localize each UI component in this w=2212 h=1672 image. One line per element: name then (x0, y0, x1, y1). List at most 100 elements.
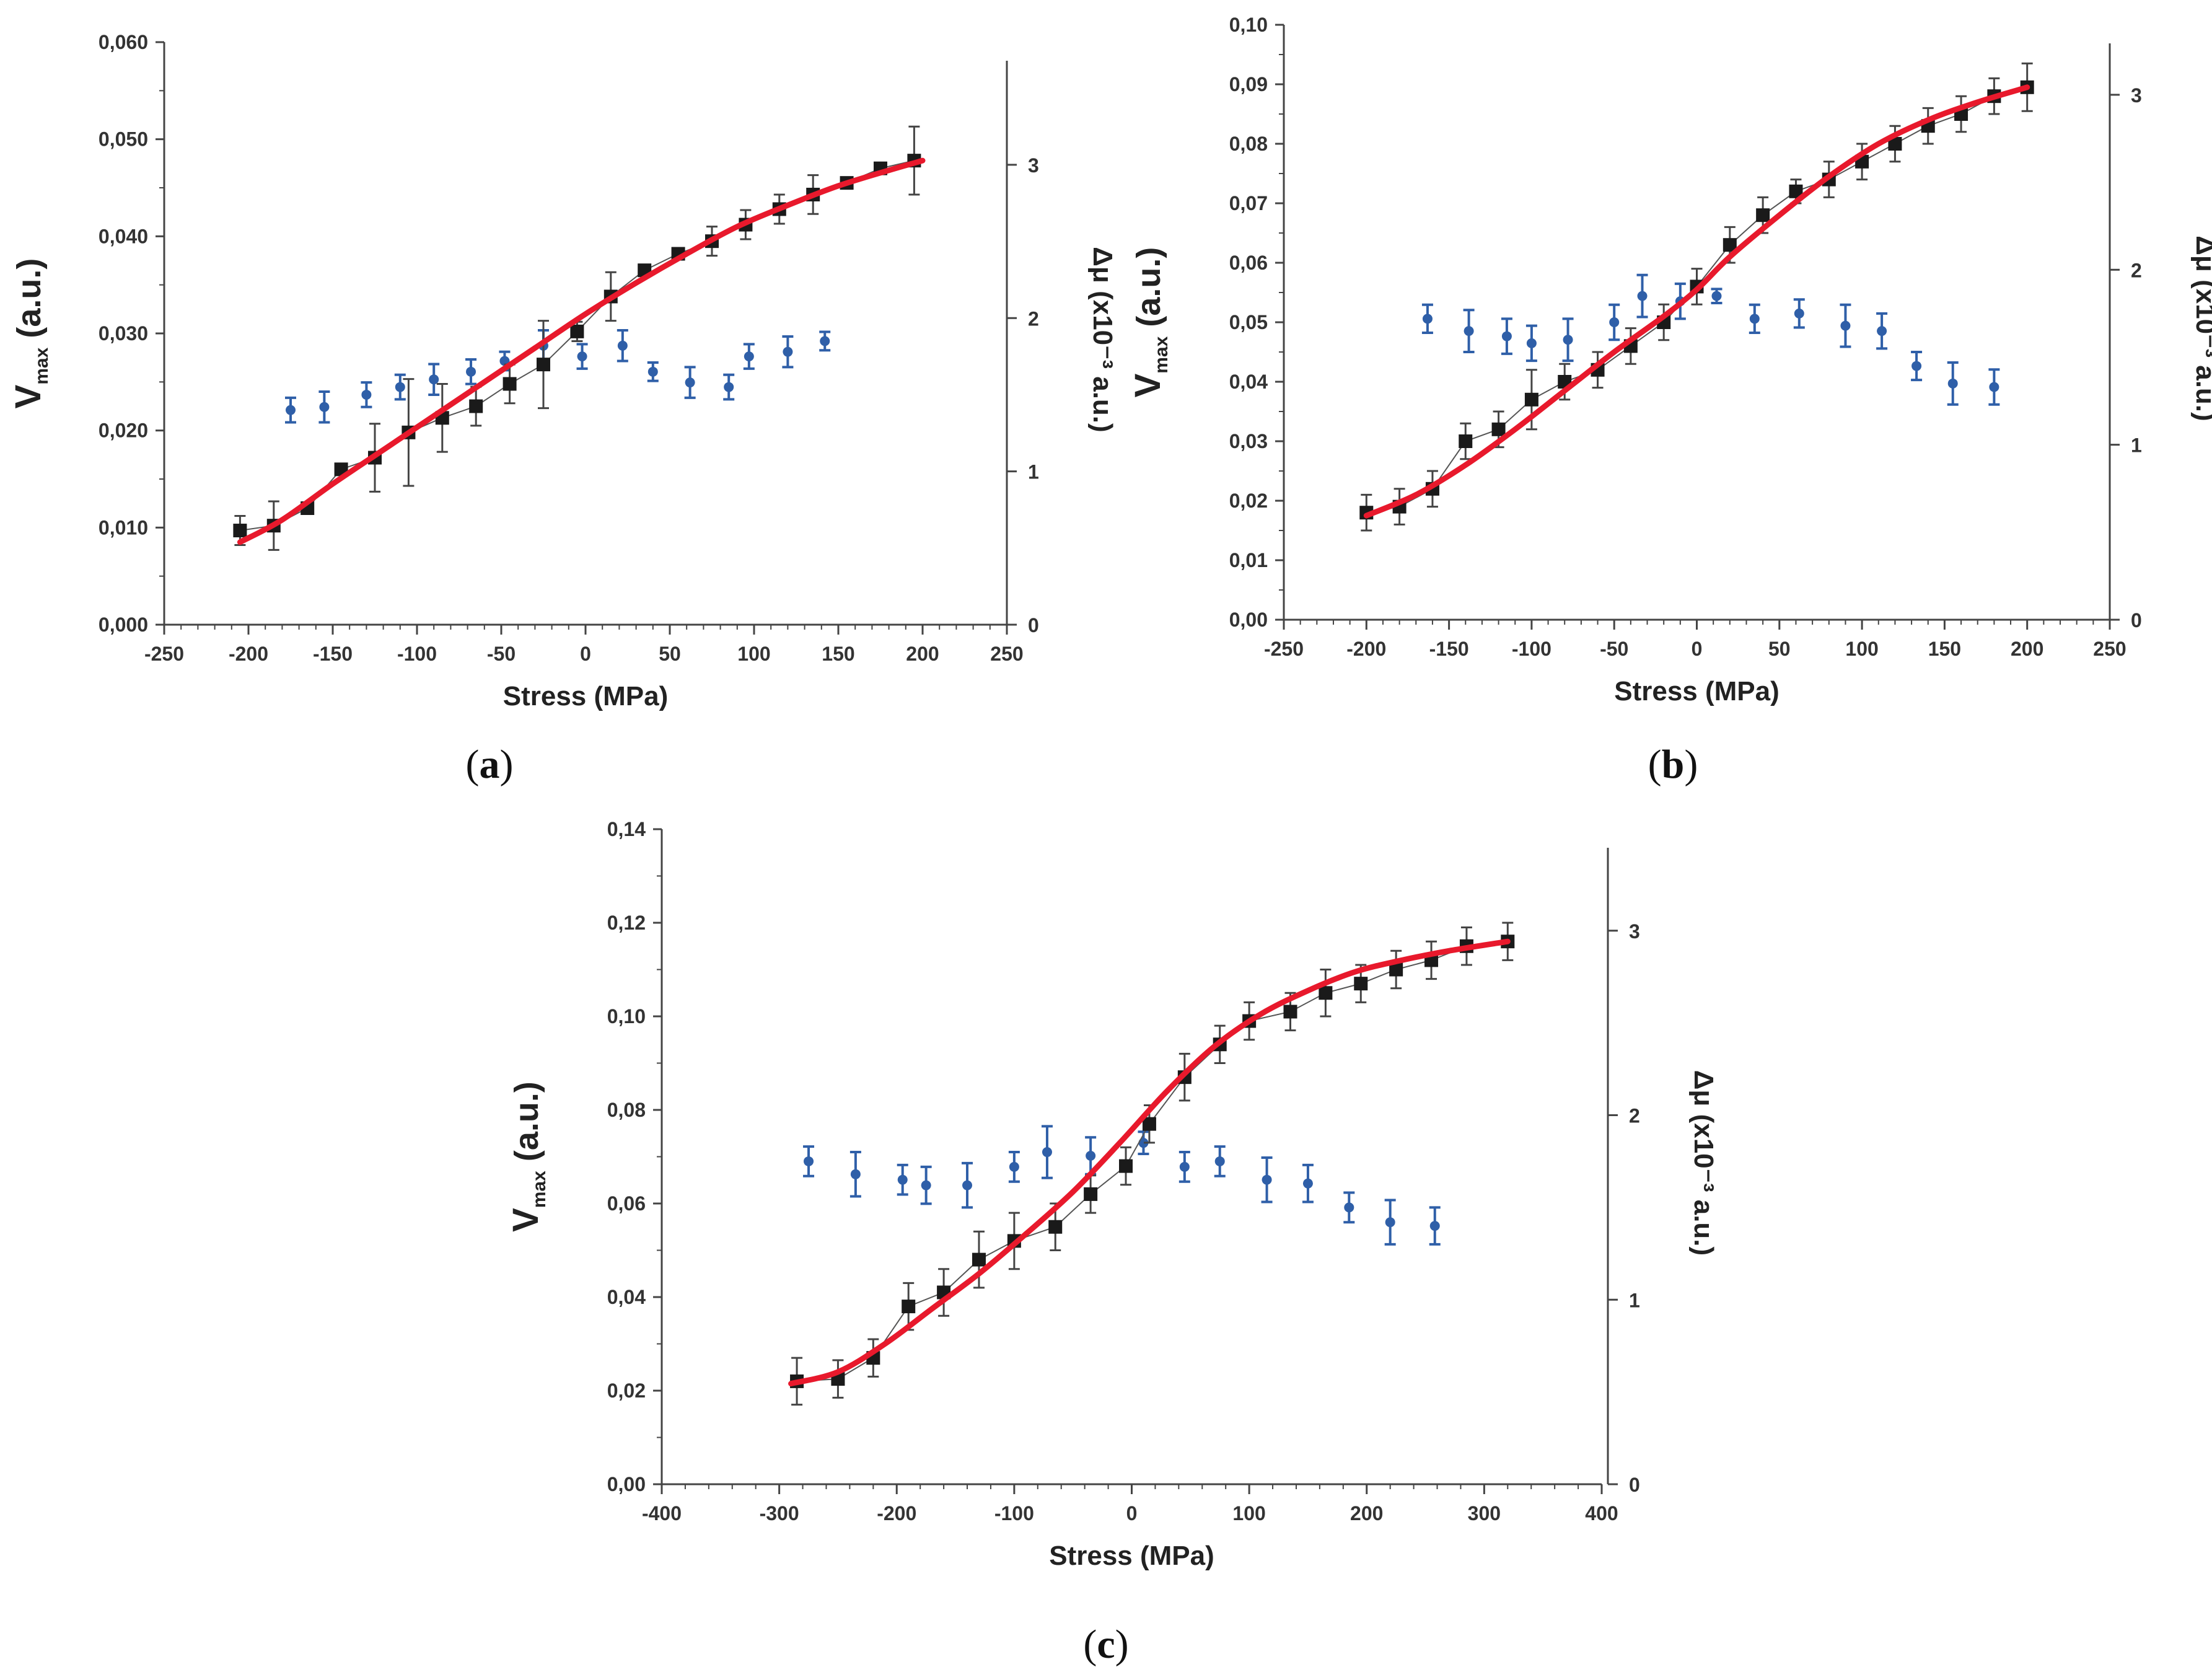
panel-label-open: ( (1083, 1622, 1097, 1667)
y-axis-label-main: V (1128, 373, 1168, 397)
x-tick-label: -150 (313, 643, 353, 665)
delta-point (1344, 1202, 1354, 1213)
panel-label-close: ) (1684, 742, 1698, 787)
panel-c: -400 -300 -200 -100 0 100 200 300 400 0,00 0,02 0,0… (506, 818, 1719, 1667)
vmax-point (1756, 208, 1770, 222)
delta-point (1749, 314, 1760, 324)
x-tick-label: 250 (2093, 638, 2126, 660)
vmax-point (1142, 1117, 1156, 1131)
y-axis-label: Vmax (a.u.) (8, 258, 52, 409)
panel-b: -250 -200 -150 -100 -50 0 50 100 150 200 250 0,00 0,… (1128, 14, 2212, 787)
x-tick-label: -50 (487, 643, 516, 665)
delta-point (1989, 382, 1999, 392)
y2-tick-label: 1 (2131, 434, 2142, 457)
y2-tick-label: 2 (2131, 259, 2142, 281)
x-tick-label: 50 (1768, 638, 1791, 660)
vmax-point (1723, 238, 1737, 252)
y-tick-label: 0,040 (99, 225, 148, 247)
delta-point (1179, 1161, 1190, 1172)
x-tick-label: 300 (1468, 1502, 1501, 1525)
vmax-connect-line (797, 941, 1508, 1382)
x-tick-label: -400 (642, 1502, 682, 1525)
y2-tick-label: 3 (2131, 84, 2142, 107)
y-tick-label: 0,00 (607, 1473, 646, 1495)
delta-point (1422, 314, 1433, 324)
y-tick-label: 0,14 (607, 818, 646, 840)
y-tick-label: 0,10 (607, 1005, 646, 1027)
y-tick-label: 0,00 (1229, 609, 1268, 631)
delta-point (577, 351, 587, 362)
panel-label-letter: b (1662, 742, 1685, 787)
vmax-point (233, 524, 247, 538)
y-tick-label: 0,020 (99, 420, 148, 442)
vmax-point (1789, 184, 1803, 198)
y2-tick-label: 1 (1028, 461, 1039, 483)
y2-axis-label: Δμ (x10⁻³ a.u.) (1688, 1070, 1719, 1256)
x-tick-label: -150 (1429, 638, 1469, 660)
panel-label-open: ( (466, 742, 480, 787)
panel-label-close: ) (1115, 1622, 1129, 1667)
delta-point (1794, 308, 1804, 319)
delta-point (724, 382, 734, 392)
x-tick-label: -100 (994, 1502, 1034, 1525)
delta-point (897, 1174, 908, 1185)
delta-point (962, 1180, 973, 1190)
x-axis-label: Stress (MPa) (1614, 676, 1780, 706)
vmax-point (537, 358, 550, 372)
panel-label-close: ) (500, 742, 514, 787)
y-tick-label: 0,06 (607, 1192, 646, 1215)
x-tick-label: 0 (1126, 1502, 1138, 1525)
y2-axis-label: Δμ (x10⁻³ a.u.) (1087, 247, 1118, 432)
y-tick-label: 0,02 (607, 1379, 646, 1402)
x-tick-label: 150 (822, 643, 854, 665)
vmax-point (902, 1300, 916, 1314)
x-tick-label: 200 (1350, 1502, 1383, 1525)
x-tick-label: -100 (397, 643, 437, 665)
panel-label: (c) (1083, 1622, 1128, 1667)
delta-point (429, 374, 439, 385)
vmax-point (570, 324, 584, 338)
delta-point (319, 402, 330, 412)
delta-point (744, 351, 754, 362)
delta-point (1609, 317, 1620, 327)
delta-point (1840, 320, 1851, 331)
delta-point (1262, 1174, 1272, 1185)
y2-tick-label: 3 (1629, 920, 1640, 943)
panel-label: (a) (466, 742, 514, 787)
panel-label-letter: c (1097, 1622, 1115, 1667)
delta-point (1302, 1178, 1313, 1189)
delta-point (1711, 291, 1722, 301)
y2-tick-label: 3 (1028, 154, 1039, 177)
y-tick-label: 0,010 (99, 516, 148, 539)
y-tick-label: 0,06 (1229, 252, 1268, 274)
vmax-point (1389, 962, 1403, 977)
y-axis-label-unit: (a.u.) (1130, 247, 1167, 337)
vmax-point (1888, 137, 1902, 151)
vmax-point (1354, 977, 1368, 991)
y-axis-label: Vmax (a.u.) (506, 1081, 550, 1232)
y-tick-label: 0,030 (99, 322, 148, 345)
delta-point (1526, 338, 1537, 348)
y2-tick-label: 0 (1028, 614, 1039, 636)
delta-point (783, 346, 793, 357)
y-tick-label: 0,050 (99, 128, 148, 151)
x-tick-label: 150 (1928, 638, 1961, 660)
delta-point (395, 382, 405, 392)
y-tick-label: 0,060 (99, 31, 148, 53)
vmax-point (1119, 1159, 1133, 1173)
delta-point (361, 389, 372, 400)
x-tick-label: 400 (1585, 1502, 1618, 1525)
delta-point (617, 340, 628, 351)
delta-point (286, 405, 296, 415)
x-tick-label: -200 (877, 1502, 916, 1525)
y2-tick-label: 0 (1629, 1474, 1640, 1496)
y2-tick-label: 2 (1629, 1105, 1640, 1127)
y2-tick-label: 2 (1028, 307, 1039, 330)
x-axis-label: Stress (MPa) (1049, 1541, 1214, 1571)
vmax-point (1459, 434, 1473, 448)
delta-point (1501, 331, 1512, 341)
y-tick-label: 0,05 (1229, 311, 1268, 333)
delta-point (1947, 378, 1958, 389)
y-axis-label-main: V (8, 384, 48, 408)
delta-point (1911, 361, 1922, 371)
